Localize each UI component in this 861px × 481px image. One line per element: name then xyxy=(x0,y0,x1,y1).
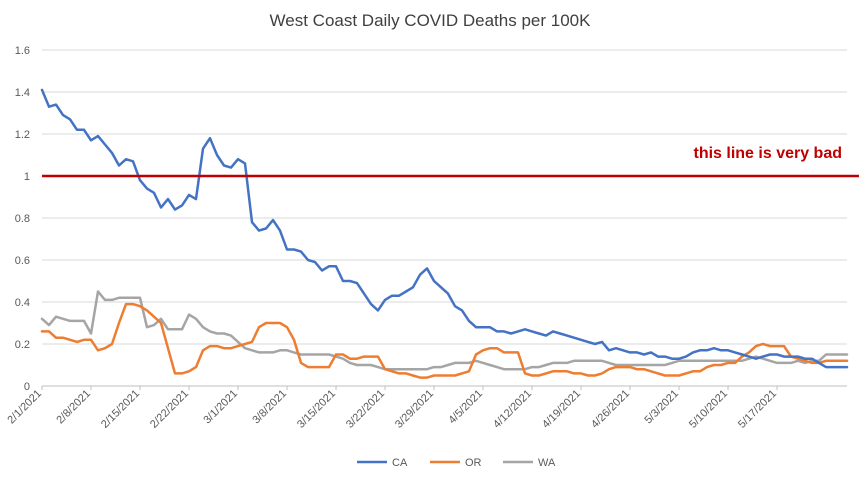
legend-label-ca: CA xyxy=(392,457,408,469)
y-tick-label: 1.2 xyxy=(15,129,30,141)
x-tick-label: 2/15/2021 xyxy=(99,388,142,431)
x-tick-label: 2/1/2021 xyxy=(5,388,44,427)
gridlines xyxy=(42,49,847,387)
series-line-ca xyxy=(40,88,849,369)
y-tick-label: 0.8 xyxy=(15,213,30,225)
series-line-wa xyxy=(40,290,849,371)
y-tick-label: 0.2 xyxy=(15,339,30,351)
x-tick-label: 5/3/2021 xyxy=(642,388,681,427)
x-tick-label: 4/19/2021 xyxy=(540,388,583,431)
y-axis: 0 0.2 0.4 0.6 0.8 1 1.2 1.4 1.6 xyxy=(15,45,30,393)
y-tick-label: 1.4 xyxy=(15,87,30,99)
x-tick-label: 4/12/2021 xyxy=(491,388,534,431)
y-tick-label: 0 xyxy=(24,381,30,393)
x-tick-label: 2/22/2021 xyxy=(148,388,191,431)
legend-label-or: OR xyxy=(465,457,482,469)
legend-label-wa: WA xyxy=(538,457,556,469)
y-tick-label: 1 xyxy=(24,171,30,183)
x-tick-label: 3/29/2021 xyxy=(393,388,436,431)
x-tick-label: 3/8/2021 xyxy=(250,388,289,427)
x-tick-label: 3/1/2021 xyxy=(201,388,240,427)
series-line-or xyxy=(40,302,849,379)
x-tick-label: 2/8/2021 xyxy=(54,388,93,427)
legend: CA OR WA xyxy=(357,457,556,469)
y-tick-label: 1.6 xyxy=(15,45,30,57)
reference-line-label: this line is very bad xyxy=(694,145,843,162)
y-tick-label: 0.4 xyxy=(15,297,30,309)
data-series xyxy=(40,88,849,379)
x-tick-label: 5/10/2021 xyxy=(687,388,730,431)
x-tick-label: 4/26/2021 xyxy=(589,388,632,431)
x-tick-label: 3/15/2021 xyxy=(295,388,338,431)
x-axis: 2/1/2021 2/8/2021 2/15/2021 2/22/2021 3/1/20… xyxy=(5,385,847,431)
reference-line-group: this line is very bad xyxy=(42,145,859,178)
x-tick-label: 3/22/2021 xyxy=(344,388,387,431)
x-tick-label: 5/17/2021 xyxy=(736,388,779,431)
x-tick-label: 4/5/2021 xyxy=(446,388,485,427)
y-tick-label: 0.6 xyxy=(15,255,30,267)
chart-title: West Coast Daily COVID Deaths per 100K xyxy=(270,11,592,30)
